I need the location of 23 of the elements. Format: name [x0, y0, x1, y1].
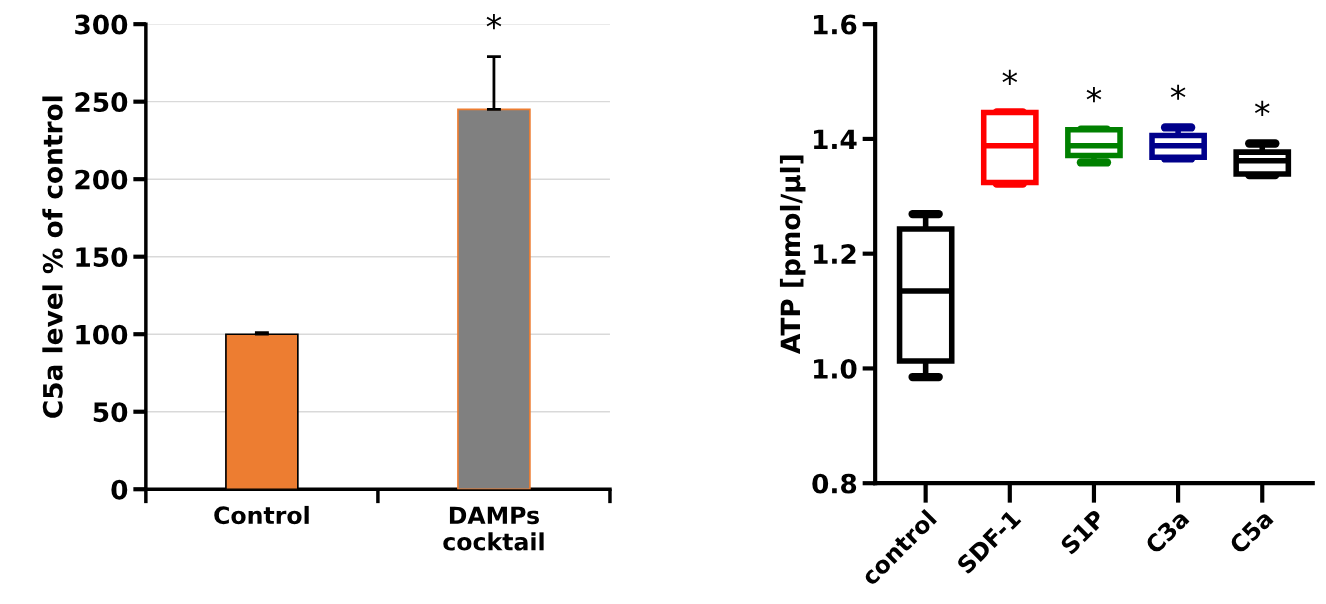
x-tick-label: DAMPs cocktail [443, 506, 544, 551]
annotation: * [1254, 100, 1270, 116]
x-tick-label: C5a [1228, 509, 1274, 555]
y-tick-label: 100 [76, 324, 128, 345]
y-tick-label: 200 [75, 169, 128, 190]
annotation: * [1002, 69, 1018, 85]
y-tick-label: 1.2 [814, 244, 856, 264]
y-tick-label: 1.0 [814, 358, 857, 379]
y-tick-label: 0.8 [812, 473, 857, 494]
y-tick-label: 150 [76, 247, 128, 268]
annotation: * [486, 13, 502, 30]
annotation: * [1170, 84, 1186, 100]
y-tick-label: 300 [75, 14, 128, 35]
y-axis-title: C5a level % of control [42, 96, 63, 418]
y-tick-label: 50 [93, 402, 128, 423]
annotation: * [1086, 86, 1102, 103]
y-axis-title: ATP [pmol/μl] [779, 155, 806, 354]
y-tick-label: 0 [111, 479, 128, 500]
x-tick-label: C3a [1144, 509, 1190, 555]
y-tick-label: 1.6 [814, 14, 857, 35]
y-tick-label: 1.4 [814, 129, 857, 149]
y-tick-label: 250 [75, 92, 128, 113]
x-tick-label: Control [214, 505, 309, 525]
